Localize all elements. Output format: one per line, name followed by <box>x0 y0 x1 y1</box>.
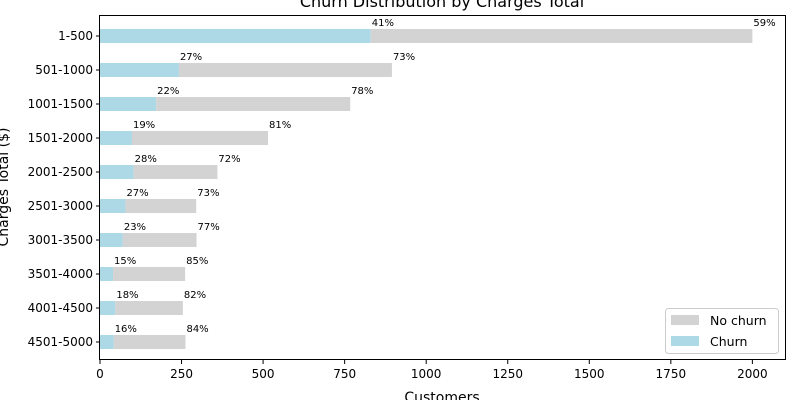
bar-churn <box>100 233 123 247</box>
percent-label-no-churn: 72% <box>218 154 240 165</box>
percent-label-churn: 15% <box>114 256 136 267</box>
percent-label-churn: 41% <box>372 18 394 29</box>
legend-label-no-churn: No churn <box>710 313 767 328</box>
bar-churn <box>100 165 134 179</box>
x-tick-label: 1000 <box>411 367 442 381</box>
plot-frame <box>99 15 786 360</box>
percent-label-no-churn: 82% <box>184 290 206 301</box>
chart-title: Churn Distribution by Charges Total <box>300 0 584 11</box>
x-tick-label: 750 <box>333 367 356 381</box>
bar-no-churn <box>370 29 753 43</box>
percent-label-churn: 28% <box>135 154 157 165</box>
y-tick-label: 3001-3500 <box>28 233 93 247</box>
bar-no-churn <box>125 199 197 213</box>
y-tick-label: 1-500 <box>58 29 93 43</box>
y-tick-label: 4001-4500 <box>28 301 93 315</box>
bar-churn <box>100 131 132 145</box>
percent-label-churn: 18% <box>116 290 138 301</box>
bar-churn <box>100 63 179 77</box>
percent-label-no-churn: 73% <box>393 52 415 63</box>
percent-label-churn: 23% <box>124 222 146 233</box>
percent-label-churn: 27% <box>180 52 202 63</box>
bar-no-churn <box>115 301 183 315</box>
y-tick-label: 1501-2000 <box>28 131 93 145</box>
percent-label-churn: 22% <box>157 86 179 97</box>
bar-no-churn <box>178 63 392 77</box>
percent-label-churn: 27% <box>126 188 148 199</box>
bar-churn <box>100 267 114 281</box>
y-axis-label: Charges Total ($) <box>0 128 12 247</box>
bar-no-churn <box>133 165 218 179</box>
x-tick-label: 2000 <box>737 367 768 381</box>
percent-label-no-churn: 84% <box>186 324 208 335</box>
percent-labels-layer: 41% 59% 27% 73% 22% 78% 19% 81% 28% 72% 27% 73% 23% 7… <box>114 18 776 335</box>
bar-no-churn <box>131 131 268 145</box>
bar-churn <box>100 29 371 43</box>
legend-swatch-churn <box>671 336 699 346</box>
x-tick-label: 1500 <box>574 367 605 381</box>
x-tick-label: 1750 <box>656 367 687 381</box>
percent-label-no-churn: 78% <box>351 86 373 97</box>
legend: No churn Churn <box>665 308 779 354</box>
y-tick-label: 2001-2500 <box>28 165 93 179</box>
y-axis: 1-500 501-1000 1001-1500 1501-2000 2001-2500… <box>28 29 100 349</box>
y-tick-label: 3501-4000 <box>28 267 93 281</box>
percent-label-no-churn: 73% <box>197 188 219 199</box>
percent-label-churn: 19% <box>133 120 155 131</box>
legend-swatch-no-churn <box>671 315 699 325</box>
bar-churn <box>100 97 157 111</box>
bar-no-churn <box>156 97 351 111</box>
bars-layer <box>100 29 753 349</box>
percent-label-no-churn: 59% <box>753 18 775 29</box>
bar-churn <box>100 199 126 213</box>
y-tick-label: 1001-1500 <box>28 97 93 111</box>
bar-no-churn <box>122 233 197 247</box>
x-tick-label: 0 <box>96 367 104 381</box>
bar-no-churn <box>113 335 186 349</box>
x-axis-label: Customers <box>404 390 479 400</box>
bar-no-churn <box>113 267 186 281</box>
percent-label-no-churn: 81% <box>269 120 291 131</box>
y-tick-label: 501-1000 <box>35 63 93 77</box>
x-tick-label: 500 <box>252 367 275 381</box>
x-axis: 0 250 500 750 1000 1250 1500 1750 2000 <box>96 360 768 381</box>
percent-label-churn: 16% <box>115 324 137 335</box>
bar-churn <box>100 335 114 349</box>
percent-label-no-churn: 77% <box>198 222 220 233</box>
legend-label-churn: Churn <box>710 334 747 349</box>
y-tick-label: 4501-5000 <box>28 335 93 349</box>
y-tick-label: 2501-3000 <box>28 199 93 213</box>
percent-label-no-churn: 85% <box>186 256 208 267</box>
bar-churn <box>100 301 116 315</box>
x-tick-label: 1250 <box>492 367 523 381</box>
x-tick-label: 250 <box>170 367 193 381</box>
